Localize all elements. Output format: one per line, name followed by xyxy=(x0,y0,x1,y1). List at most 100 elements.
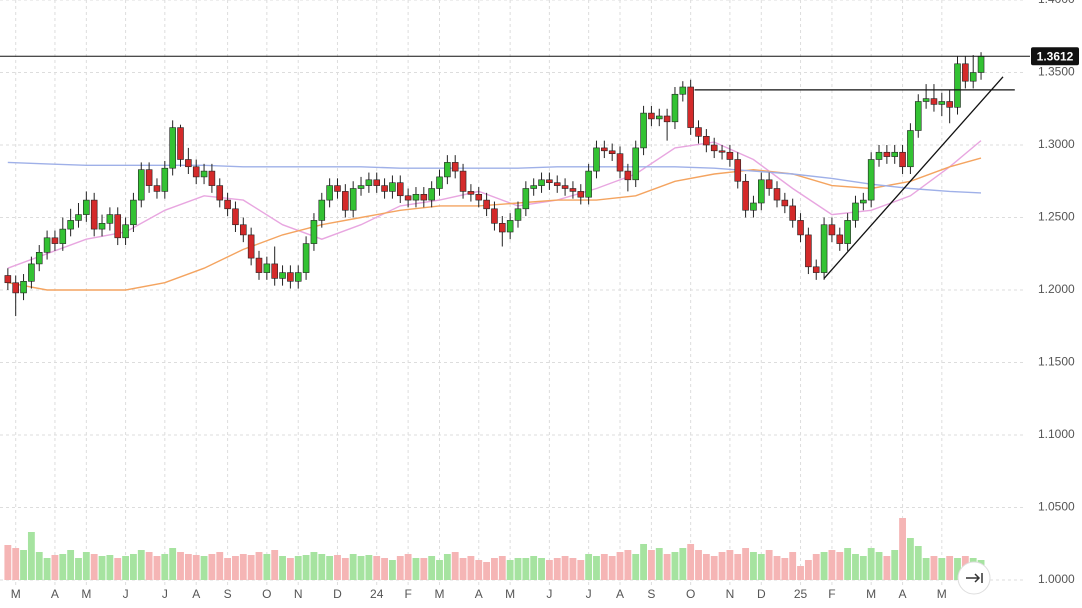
volume-bar xyxy=(208,554,216,580)
volume-bar xyxy=(726,550,734,580)
candle-body xyxy=(710,144,718,152)
x-tick-label: J xyxy=(546,587,552,601)
candle-body xyxy=(773,188,781,201)
y-tick-label: 1.3500 xyxy=(1038,65,1075,79)
trend-line xyxy=(823,76,1004,279)
x-tick-label: O xyxy=(262,587,271,601)
candle-body xyxy=(648,112,655,120)
volume-bar xyxy=(106,555,114,580)
volume-bar xyxy=(145,552,153,580)
candle-body xyxy=(389,182,396,192)
volume-bar xyxy=(467,556,475,580)
y-tick-label: 1.2000 xyxy=(1038,282,1075,296)
volume-bar xyxy=(946,556,954,580)
volume-bar xyxy=(671,552,679,580)
y-tick-label: 1.3000 xyxy=(1038,137,1075,151)
volume-bar xyxy=(200,556,208,580)
volume-bar xyxy=(177,552,184,580)
volume-bar xyxy=(129,554,137,580)
volume-bar xyxy=(608,556,616,580)
volume-bar xyxy=(600,554,608,580)
candle-body xyxy=(247,234,255,259)
candle-body xyxy=(200,170,208,178)
candle-body xyxy=(436,176,443,189)
volume-bar xyxy=(828,550,836,580)
candle-body xyxy=(750,202,757,211)
x-tick-label: M xyxy=(11,587,21,601)
volume-bar xyxy=(655,548,663,580)
volume-bar xyxy=(804,560,812,580)
candle-body xyxy=(192,166,200,178)
candle-body xyxy=(930,98,938,105)
candle-body xyxy=(75,214,82,221)
candle-body xyxy=(914,101,922,131)
candle-body xyxy=(28,263,35,282)
volume-bar xyxy=(812,554,820,580)
candle-body xyxy=(663,115,671,123)
candle-body xyxy=(43,237,51,253)
candle-body xyxy=(546,179,553,184)
volume-bar xyxy=(51,555,59,580)
candle-body xyxy=(499,223,506,233)
volume-bar xyxy=(318,554,326,580)
candle-body xyxy=(475,194,483,201)
candle-body xyxy=(444,162,451,178)
volume-bar xyxy=(216,552,224,580)
x-tick-label: M xyxy=(937,587,947,601)
volume-bar xyxy=(365,555,373,580)
candle-body xyxy=(122,224,129,239)
volume-bar xyxy=(279,556,286,580)
volume-bar xyxy=(4,545,12,580)
x-tick-label: D xyxy=(333,587,342,601)
candle-body xyxy=(35,252,43,265)
candle-body xyxy=(114,214,122,239)
candle-body xyxy=(137,169,145,201)
candle-body xyxy=(883,151,891,157)
volume-bar xyxy=(404,554,412,580)
candle-body xyxy=(279,272,286,279)
volume-bar xyxy=(98,556,106,580)
volume-bar xyxy=(224,558,232,580)
candle-body xyxy=(608,150,616,155)
volume-bar xyxy=(161,554,169,580)
candle-body xyxy=(373,179,381,186)
candle-body xyxy=(781,199,789,207)
candle-body xyxy=(875,151,883,160)
x-tick-label: J xyxy=(586,587,592,601)
candle-body xyxy=(538,179,545,186)
candle-body xyxy=(593,147,600,172)
candle-body xyxy=(553,182,561,186)
volume-bar xyxy=(899,518,906,580)
volume-bar xyxy=(59,554,67,580)
last-price-box xyxy=(1031,47,1079,66)
volume-bar xyxy=(844,548,852,580)
candle-body xyxy=(294,272,302,282)
volume-bar xyxy=(412,558,420,580)
x-tick-label: A xyxy=(475,587,483,601)
candle-body xyxy=(334,185,341,192)
candle-body xyxy=(302,243,310,273)
scroll-button[interactable] xyxy=(957,561,991,595)
candle-body xyxy=(483,199,490,210)
candle-body xyxy=(938,101,946,105)
volume-bar xyxy=(302,555,310,580)
volume-bar xyxy=(310,552,318,580)
volume-bar xyxy=(522,558,530,580)
volume-bar xyxy=(334,555,341,580)
volume-bar xyxy=(914,546,922,580)
x-tick-label: J xyxy=(162,587,168,601)
volume-bar xyxy=(702,554,710,580)
x-tick-label: M xyxy=(505,587,515,601)
volume-bar xyxy=(514,558,522,580)
volume-bar xyxy=(75,558,82,580)
volume-bar xyxy=(687,544,695,580)
x-tick-label: A xyxy=(899,587,907,601)
volume-bar xyxy=(232,556,239,580)
volume-bar xyxy=(930,556,938,580)
candle-body xyxy=(907,130,914,168)
overlays: 1.3612 xyxy=(0,47,1079,279)
candle-body xyxy=(326,185,333,201)
candle-body xyxy=(404,195,412,201)
candle-body xyxy=(742,180,749,211)
candle-body xyxy=(585,170,592,198)
